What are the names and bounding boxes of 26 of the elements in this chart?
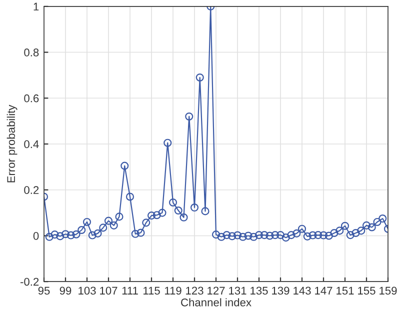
x-tick-label: 111	[122, 286, 138, 295]
x-tick-label: 155	[358, 286, 376, 295]
x-tick-label: 99	[60, 286, 72, 295]
x-tick-label: 119	[164, 286, 182, 295]
y-axis-title: Error probability	[6, 104, 18, 182]
x-tick-label: 131	[229, 286, 246, 295]
y-tick-label: 0	[33, 232, 39, 240]
x-axis-title: Channel index	[181, 298, 252, 306]
y-tick-label: 0.8	[24, 48, 39, 56]
x-tick-label: 159	[380, 286, 397, 295]
y-tick-label: 0.2	[24, 186, 39, 194]
x-tick-label: 95	[38, 286, 50, 295]
x-tick-label: 151	[336, 286, 354, 295]
y-tick-label: 1	[34, 2, 39, 10]
x-tick-label: 135	[250, 286, 268, 295]
x-tick-label: 143	[294, 286, 311, 295]
x-tick-label: 107	[100, 286, 118, 295]
x-tick-label: 103	[78, 286, 96, 295]
x-tick-label: 123	[186, 286, 204, 295]
x-tick-label: 139	[272, 286, 290, 295]
x-tick-label: 147	[315, 286, 332, 295]
y-tick-label: 0.6	[24, 94, 39, 102]
y-tick-label: -0.2	[20, 278, 39, 286]
x-tick-label: 115	[143, 286, 160, 295]
y-tick-label: 0.4	[24, 140, 39, 148]
x-tick-label: 127	[208, 286, 225, 295]
